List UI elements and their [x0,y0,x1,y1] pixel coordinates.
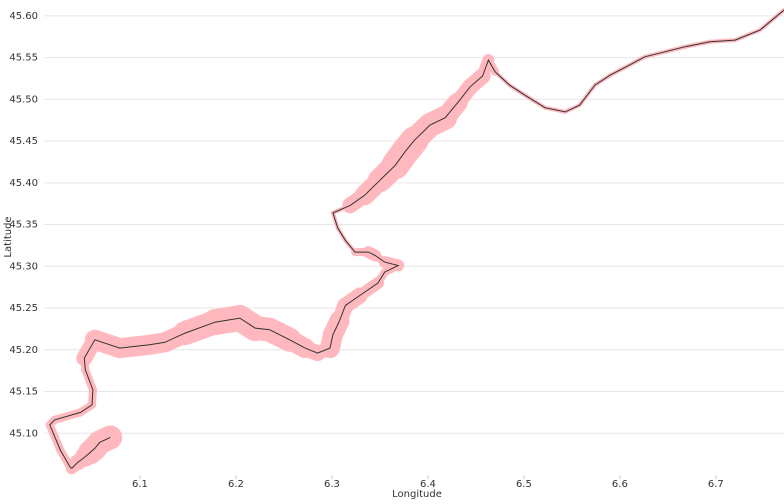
x-tick-label: 6.3 [324,479,340,490]
y-tick-label: 45.50 [9,94,38,105]
x-tick-label: 6.6 [612,479,628,490]
y-tick-label: 45.60 [9,11,38,22]
x-tick-label: 6.7 [708,479,724,490]
y-tick-label: 45.10 [9,428,38,439]
x-tick-label: 6.1 [132,479,148,490]
y-tick-label: 45.35 [9,220,38,231]
y-tick-label: 45.45 [9,136,38,147]
y-tick-label: 45.40 [9,178,38,189]
y-axis-label: Latitude [3,216,14,257]
y-tick-label: 45.20 [9,345,38,356]
y-tick-label: 45.25 [9,303,38,314]
x-tick-label: 6.5 [516,479,532,490]
x-tick-label: 6.2 [228,479,244,490]
y-tick-label: 45.55 [9,53,38,64]
track-line [49,9,784,469]
y-tick-label: 45.15 [9,387,38,398]
x-axis-label: Longitude [392,489,442,500]
y-tick-label: 45.30 [9,261,38,272]
x-tick-label: 6.4 [420,479,436,490]
